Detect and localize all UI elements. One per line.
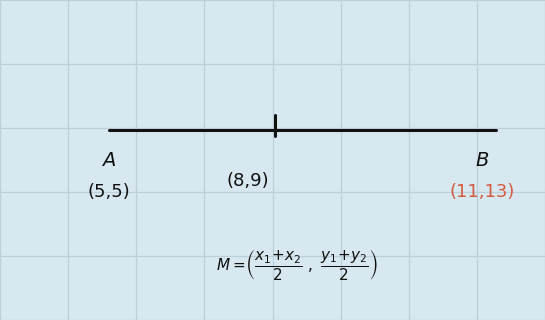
Text: (8,9): (8,9) xyxy=(227,172,269,190)
Text: (11,13): (11,13) xyxy=(450,183,515,201)
Text: $M=\!\left(\dfrac{x_1\!+\!x_2}{2}\ ,\ \dfrac{y_1\!+\!y_2}{2}\right)$: $M=\!\left(\dfrac{x_1\!+\!x_2}{2}\ ,\ \d… xyxy=(216,246,378,282)
Text: B: B xyxy=(476,150,489,170)
Text: A: A xyxy=(102,150,116,170)
Text: (5,5): (5,5) xyxy=(88,183,130,201)
